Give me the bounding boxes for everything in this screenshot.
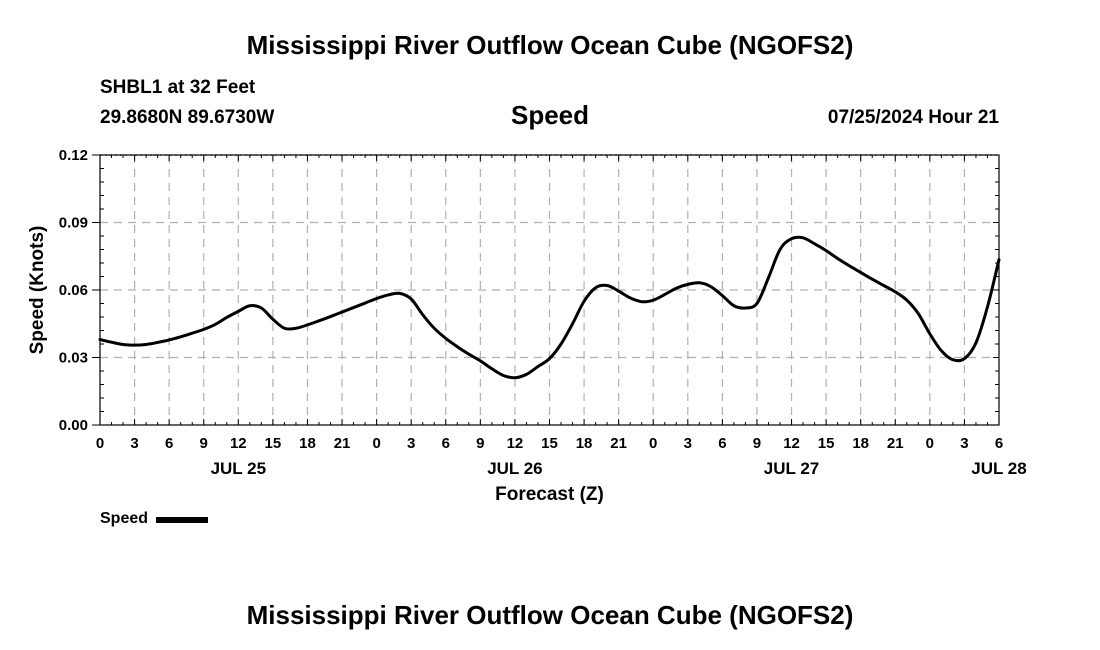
legend-line-swatch — [156, 517, 209, 523]
y-tick-label: 0.09 — [59, 215, 88, 232]
y-axis-label: Speed (Knots) — [27, 226, 48, 355]
x-tick-label: 6 — [995, 435, 1003, 452]
x-tick-label: 3 — [684, 435, 692, 452]
chart-title: Speed — [510, 100, 590, 130]
x-tick-label: 6 — [718, 435, 726, 452]
x-tick-label: 0 — [96, 435, 104, 452]
x-tick-label: 12 — [507, 435, 524, 452]
x-tick-label: 18 — [299, 435, 316, 452]
x-tick-label: 3 — [407, 435, 415, 452]
station-label: SHBL1 at 32 Feet — [100, 77, 256, 98]
speed-series-line — [98, 235, 1001, 380]
x-tick-label: 21 — [887, 435, 904, 452]
legend: Speed — [100, 510, 209, 528]
main-title: Mississippi River Outflow Ocean Cube (NG… — [246, 30, 854, 60]
y-tick-label: 0.06 — [59, 282, 88, 299]
x-tick-label: 3 — [960, 435, 968, 452]
x-tick-label: 15 — [818, 435, 835, 452]
axis-ticks — [92, 154, 1000, 426]
x-tick-label: 12 — [230, 435, 247, 452]
x-tick-label: 0 — [649, 435, 657, 452]
x-tick-label: 18 — [852, 435, 869, 452]
footer-title: Mississippi River Outflow Ocean Cube (NG… — [246, 600, 854, 630]
x-tick-label: 9 — [476, 435, 484, 452]
x-tick-label: 12 — [783, 435, 800, 452]
x-date-label: JUL 28 — [971, 459, 1026, 478]
x-date-label: JUL 27 — [764, 459, 819, 478]
y-tick-label: 0.03 — [59, 350, 88, 367]
grid-lines — [100, 155, 999, 425]
x-tick-label: 15 — [265, 435, 282, 452]
x-tick-label: 0 — [372, 435, 380, 452]
x-tick-label: 21 — [610, 435, 627, 452]
x-date-label: JUL 25 — [211, 459, 266, 478]
x-tick-label: 9 — [753, 435, 761, 452]
x-tick-label: 6 — [165, 435, 173, 452]
x-date-label: JUL 26 — [487, 459, 542, 478]
forecast-datetime: 07/25/2024 Hour 21 — [827, 107, 999, 128]
x-tick-label: 3 — [130, 435, 138, 452]
axis-tick-labels: 0 3 6 9 12 15 18 21 0 3 6 9 12 15 18 21 0 3 6 9 12 15 18 21 0 3 6 J… — [59, 147, 1027, 478]
station-coordinates: 29.8680N 89.6730W — [100, 107, 275, 128]
x-tick-label: 15 — [541, 435, 558, 452]
legend-label: Speed — [100, 510, 149, 527]
y-tick-label: 0.00 — [59, 417, 88, 434]
x-tick-label: 18 — [576, 435, 593, 452]
x-tick-label: 0 — [926, 435, 934, 452]
x-tick-label: 21 — [334, 435, 351, 452]
x-tick-label: 9 — [200, 435, 208, 452]
y-tick-label: 0.12 — [59, 147, 88, 164]
x-tick-label: 6 — [442, 435, 450, 452]
x-axis-label: Forecast (Z) — [495, 484, 604, 505]
